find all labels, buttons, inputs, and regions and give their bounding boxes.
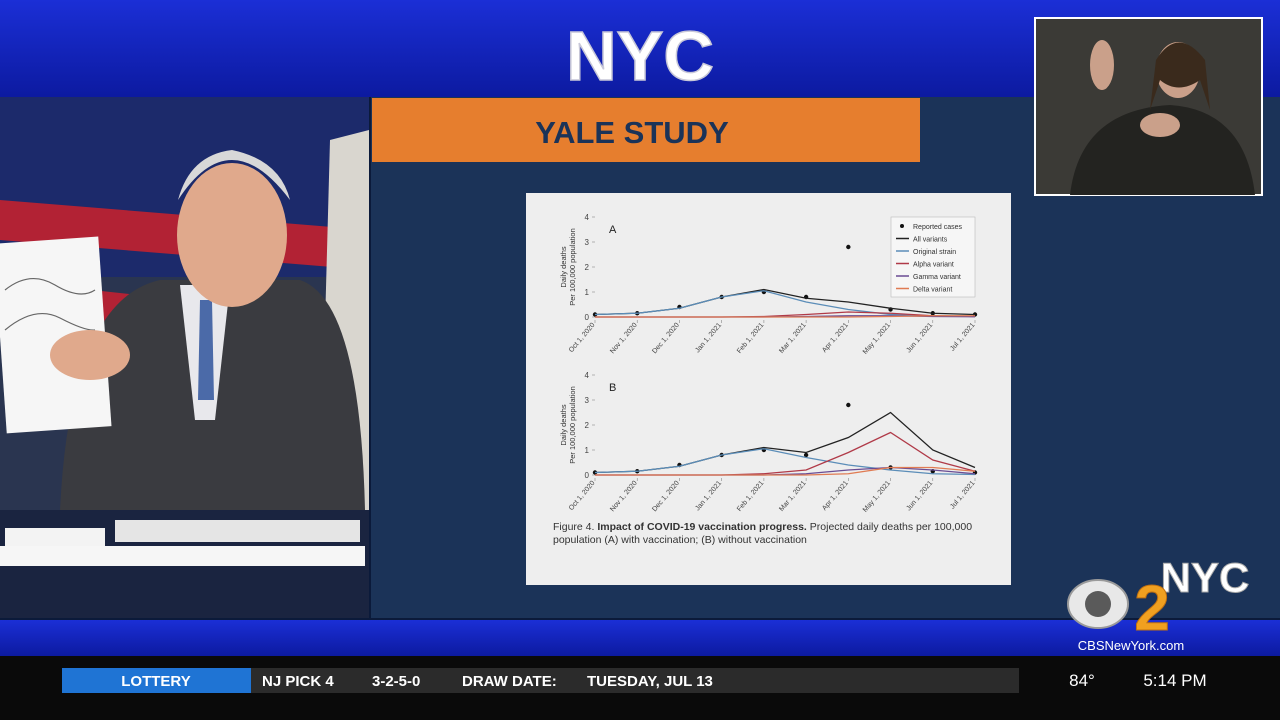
- station-bug: [1067, 579, 1129, 629]
- y-tick-label: 2: [585, 421, 590, 430]
- speaker-video: [0, 97, 369, 618]
- ticker-numbers: 3-2-5-0: [372, 673, 420, 690]
- nyc-logo: NYC: [566, 17, 714, 95]
- y-axis-label: Daily deaths: [559, 404, 568, 446]
- legend-label: Delta variant: [913, 287, 952, 294]
- y-tick-label: 4: [585, 213, 590, 222]
- y-axis-label: Per 100,000 population: [568, 228, 577, 306]
- bottom-band: [0, 620, 1280, 656]
- legend-label: Reported cases: [913, 224, 963, 231]
- y-tick-label: 1: [585, 288, 590, 297]
- clock: 5:14 PM: [1143, 671, 1206, 690]
- series-line: [595, 315, 975, 318]
- station-logo: NYC: [1161, 554, 1250, 601]
- ticker-content-box: [251, 668, 1019, 693]
- caption-text: Projected daily deaths per 100,000 popul…: [553, 521, 973, 546]
- chart-panel: B Daily deaths Per 100,000 population 0 1 2 3 4…: [559, 371, 979, 514]
- data-point: [846, 402, 851, 408]
- temperature: 84°: [1069, 671, 1095, 690]
- series-line: [594, 448, 976, 476]
- y-axis-label: Daily deaths: [559, 246, 568, 288]
- y-tick-label: 3: [585, 396, 590, 405]
- channel-number: 2: [1134, 572, 1170, 644]
- interpreter-video: [1034, 17, 1263, 196]
- ticker-draw-label: DRAW DATE:: [462, 673, 557, 690]
- legend-label: Original strain: [913, 249, 956, 256]
- y-tick-label: 0: [585, 313, 590, 322]
- y-tick-label: 4: [585, 371, 590, 380]
- figure-caption: Figure 4. Impact of COVID-19 vaccination…: [553, 521, 973, 547]
- slide-title-banner: [372, 98, 920, 162]
- legend-label: Alpha variant: [913, 262, 954, 269]
- y-tick-label: 3: [585, 238, 590, 247]
- plot-area: [591, 371, 979, 479]
- y-axis-label: Per 100,000 population: [568, 386, 577, 464]
- website: CBSNewYork.com: [1078, 638, 1184, 653]
- y-tick-label: 2: [585, 263, 590, 272]
- ticker-draw-date: TUESDAY, JUL 13: [587, 673, 713, 690]
- y-tick-label: 0: [585, 471, 590, 480]
- legend-box: [890, 216, 976, 298]
- panel-label: B: [609, 382, 616, 394]
- data-point: [803, 452, 809, 458]
- y-tick-label: 1: [585, 446, 590, 455]
- data-point: [846, 244, 851, 250]
- panel-label: A: [609, 224, 617, 236]
- caption-bold: Impact of COVID-19 vaccination progress.: [597, 521, 807, 533]
- series-line: [595, 466, 976, 476]
- legend-label: All variants: [913, 237, 948, 244]
- caption-label: Figure 4.: [553, 521, 595, 533]
- ticker-section-box: [62, 668, 251, 693]
- legend-symbol: [900, 224, 904, 228]
- ticker-game: NJ PICK 4: [262, 673, 334, 690]
- ticker-section: LOTTERY: [121, 673, 190, 690]
- slide-title: YALE STUDY: [535, 115, 729, 150]
- legend-label: Gamma variant: [913, 274, 961, 281]
